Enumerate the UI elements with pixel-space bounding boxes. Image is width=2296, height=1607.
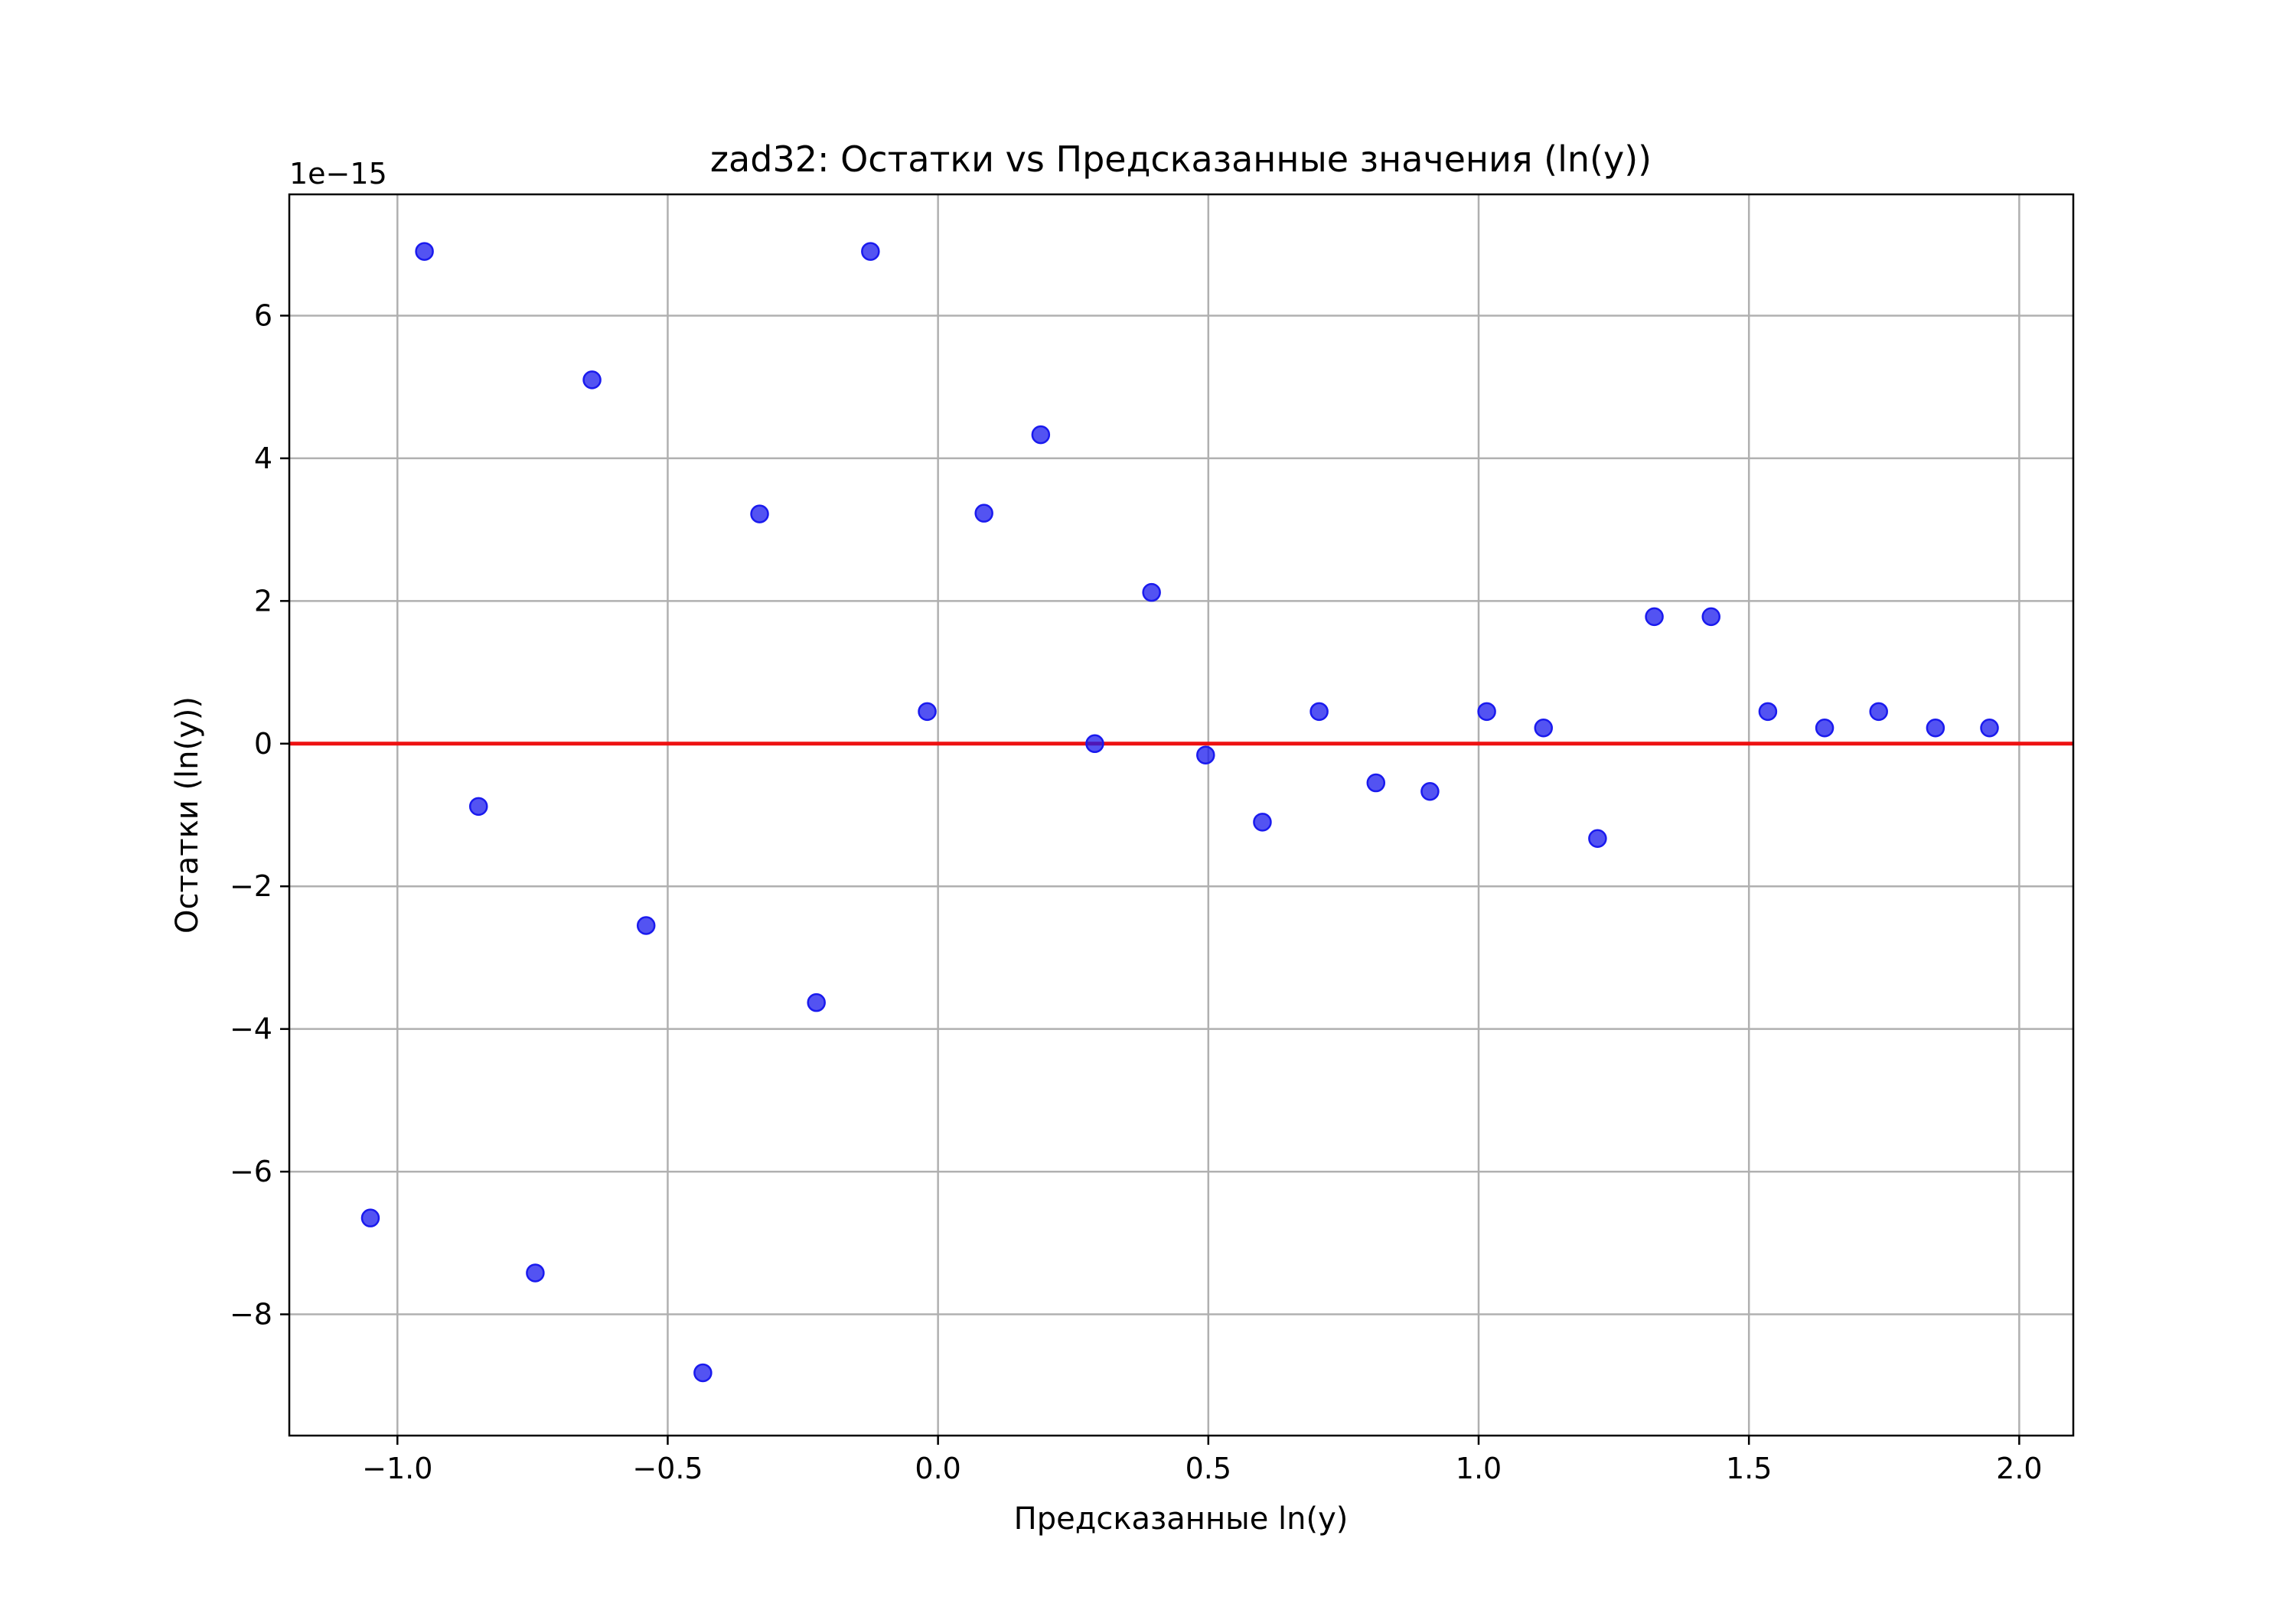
scatter-point xyxy=(1420,781,1440,801)
scatter-point xyxy=(974,504,993,523)
scatter-point xyxy=(1031,425,1051,445)
x-axis-ticks: −1.0 −0.5 0.0 0.5 1.0 1.5 2.0 xyxy=(362,1436,2043,1485)
scatter-point xyxy=(1815,719,1835,738)
scatter-point xyxy=(1980,719,1999,738)
plot-area xyxy=(289,194,2073,1436)
y-axis-label: Остатки (ln(y)) xyxy=(170,696,205,934)
x-tick-label: 0.5 xyxy=(1186,1452,1231,1485)
scatter-point xyxy=(693,1363,713,1383)
x-tick-label: 1.0 xyxy=(1456,1452,1502,1485)
scatter-point xyxy=(636,916,656,935)
scatter-point xyxy=(861,242,880,261)
x-tick-label: 0.0 xyxy=(915,1452,960,1485)
y-tick-label: 6 xyxy=(254,298,272,332)
scatter-point xyxy=(1701,607,1720,627)
scatter-point xyxy=(1366,773,1386,793)
x-tick-label: −0.5 xyxy=(632,1452,703,1485)
y-tick-label: −2 xyxy=(230,869,272,903)
scatter-point xyxy=(415,242,434,261)
y-tick-label: 2 xyxy=(254,584,272,618)
scatter-point xyxy=(1477,702,1496,722)
scatter-point xyxy=(526,1263,545,1283)
scatter-point xyxy=(918,702,937,722)
y-tick-label: 0 xyxy=(254,727,272,761)
scatter-point xyxy=(582,370,602,390)
grid xyxy=(289,194,2073,1436)
scatter-point xyxy=(1142,582,1161,602)
scatter-point xyxy=(1588,829,1607,849)
x-axis-label: Предсказанные ln(y) xyxy=(1014,1501,1349,1537)
scatter-point xyxy=(750,504,769,523)
scatter-point xyxy=(1758,702,1778,722)
y-tick-label: −4 xyxy=(230,1012,272,1046)
y-axis-ticks: −8 −6 −4 −2 0 2 4 6 xyxy=(230,298,289,1332)
scatter-point xyxy=(1534,719,1554,738)
data-points xyxy=(360,242,1999,1383)
plot-frame xyxy=(288,193,2075,1437)
scatter-point xyxy=(807,993,826,1012)
scatter-point xyxy=(1645,607,1664,627)
scatter-point xyxy=(360,1208,380,1227)
scatter-point xyxy=(1869,702,1888,722)
x-tick-label: 2.0 xyxy=(1996,1452,2042,1485)
chart-title: zad32: Остатки vs Предсказанные значения… xyxy=(710,139,1652,180)
x-tick-label: 1.5 xyxy=(1726,1452,1772,1485)
scatter-point xyxy=(1085,734,1104,754)
y-tick-label: −6 xyxy=(230,1155,272,1188)
scatter-point xyxy=(1926,719,1945,738)
scatter-point xyxy=(1196,745,1215,764)
scatter-point xyxy=(1309,702,1329,722)
scatter-point xyxy=(468,797,488,817)
y-tick-label: 4 xyxy=(254,442,272,475)
y-tick-label: −8 xyxy=(230,1298,272,1332)
x-tick-label: −1.0 xyxy=(362,1452,432,1485)
y-offset-label: 1e−15 xyxy=(289,157,387,191)
scatter-point xyxy=(1253,813,1272,832)
